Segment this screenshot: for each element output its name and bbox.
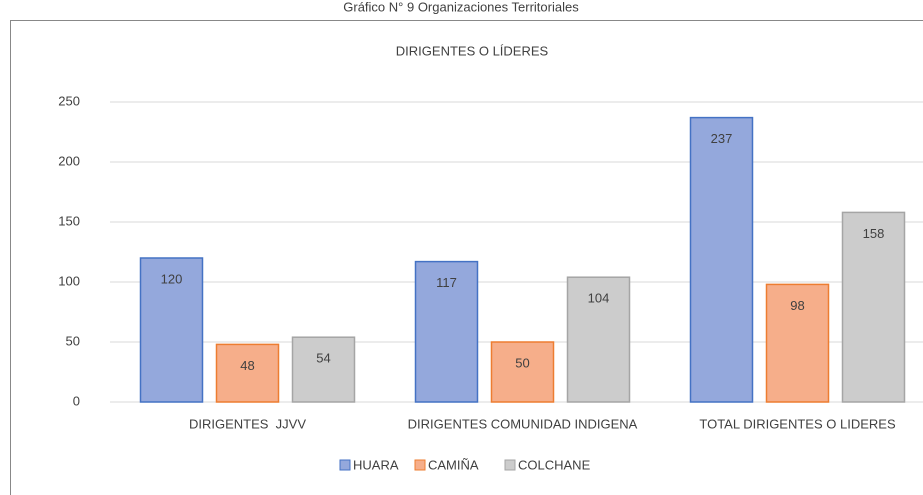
- x-tick-label: DIRIGENTES COMUNIDAD INDIGENA: [408, 416, 638, 431]
- caption: Gráfico N° 9 Organizaciones Territoriale…: [343, 0, 579, 14]
- bar: [490, 341, 555, 403]
- legend-label: HUARA: [353, 457, 399, 472]
- legend-swatch: [414, 459, 426, 471]
- legend-label: COLCHANE: [518, 457, 591, 472]
- data-label: 98: [790, 298, 804, 313]
- bar: [566, 276, 631, 403]
- x-tick-label: DIRIGENTES JJVV: [189, 416, 306, 431]
- data-label: 237: [711, 131, 733, 146]
- data-label: 50: [515, 355, 529, 370]
- bar: [139, 257, 204, 403]
- data-label: 158: [863, 226, 885, 241]
- y-tick-label: 250: [58, 93, 80, 108]
- bar: [765, 283, 830, 403]
- bar: [215, 343, 280, 403]
- chart-title: DIRIGENTES O LÍDERES: [396, 43, 549, 58]
- bar: [841, 211, 906, 403]
- data-label: 117: [436, 275, 457, 290]
- legend-swatch: [339, 459, 351, 471]
- y-tick-label: 200: [58, 153, 80, 168]
- y-tick-label: 0: [73, 393, 80, 408]
- data-label: 120: [161, 271, 183, 286]
- data-label: 104: [588, 291, 610, 306]
- data-label: 54: [316, 351, 330, 366]
- data-label: 48: [240, 358, 254, 373]
- bar: [689, 116, 754, 403]
- legend-label: CAMIÑA: [428, 457, 479, 472]
- legend-swatch: [504, 459, 516, 471]
- y-tick-label: 150: [58, 213, 80, 228]
- y-tick-label: 50: [66, 333, 80, 348]
- bar: [414, 260, 479, 403]
- bar: [291, 336, 356, 403]
- x-tick-label: TOTAL DIRIGENTES O LIDERES: [699, 416, 896, 431]
- y-tick-label: 100: [58, 273, 80, 288]
